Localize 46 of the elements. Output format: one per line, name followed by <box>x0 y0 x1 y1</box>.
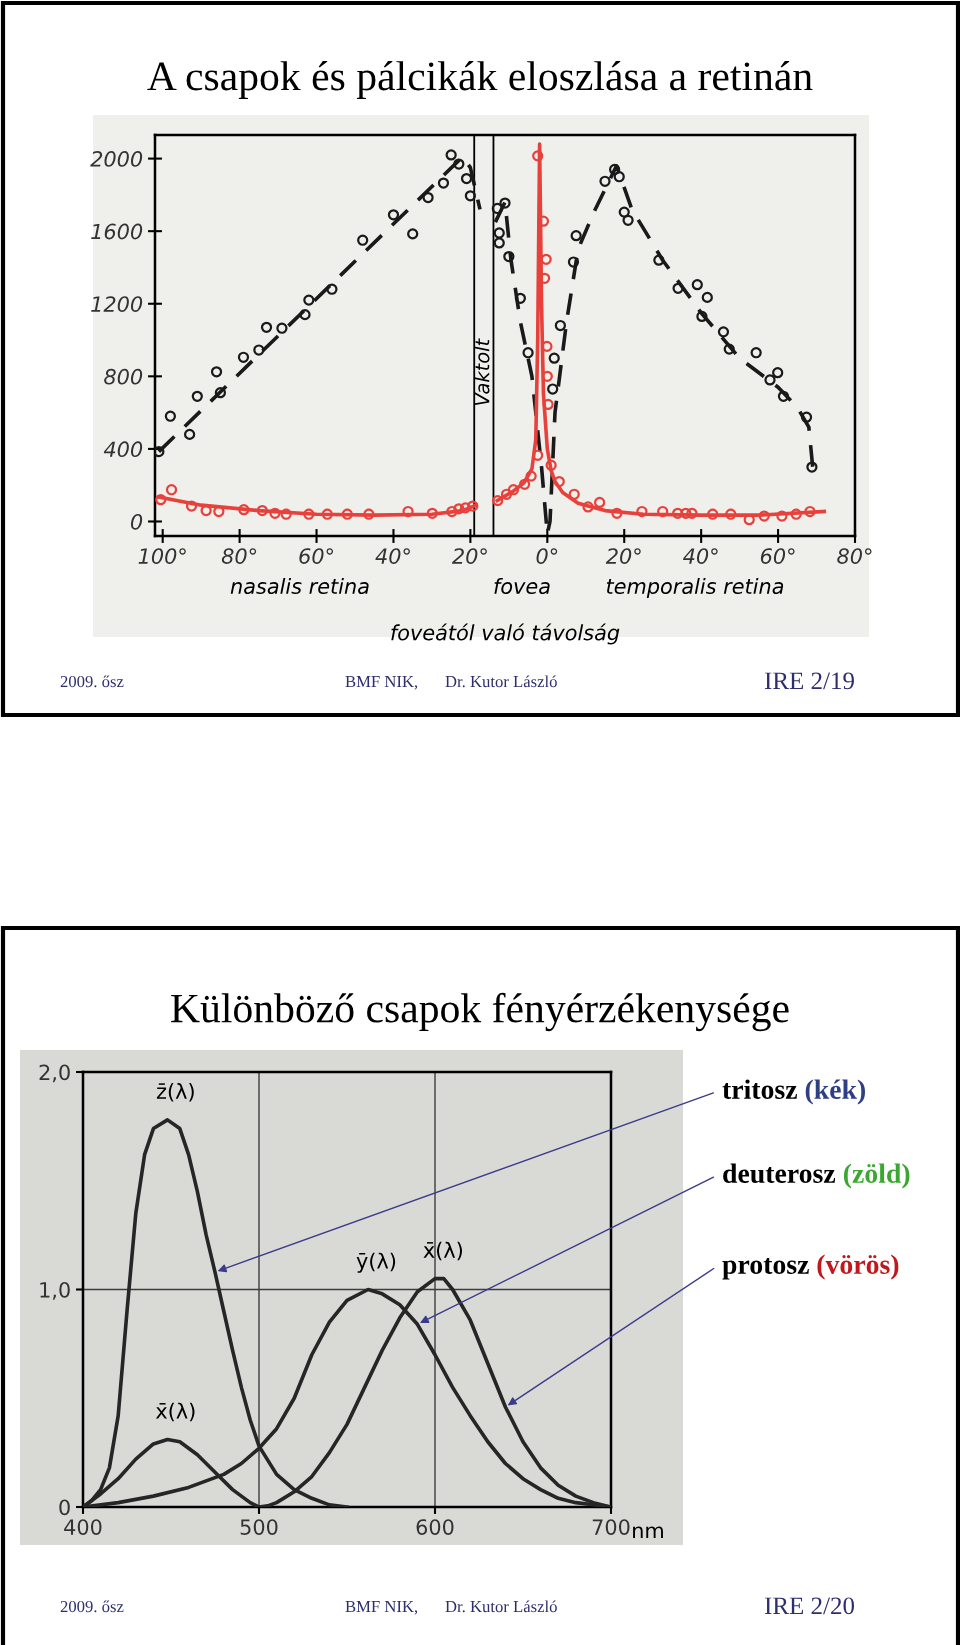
text: nasalis retina <box>230 577 369 595</box>
text: temporalis retina <box>606 577 784 599</box>
x-tick-label: 100° <box>138 548 186 564</box>
series-label: ȳ(λ) <box>356 1252 396 1273</box>
band-label: Vaktolt <box>474 338 490 406</box>
text: fovea <box>494 577 550 595</box>
x-tick-label: 80° <box>837 548 872 564</box>
y-tick-label: 2,0 <box>39 1064 70 1083</box>
x-tick-label: 400 <box>64 1519 102 1535</box>
text: IRE 2/19 <box>764 672 854 690</box>
x-tick-label: 600 <box>416 1519 454 1535</box>
annotation: deuterosz (zöld) <box>723 1163 910 1189</box>
x-tick-label: 60° <box>299 548 334 564</box>
x-tick-label: 500 <box>240 1519 278 1535</box>
chart-title: A csapok és pálcikák eloszlása a retinán <box>147 61 813 99</box>
y-tick-label: 0 <box>59 1499 70 1516</box>
x-tick-label: 80° <box>221 548 257 564</box>
x-tick-label: 20° <box>452 548 487 564</box>
x-tick-label: 40° <box>375 548 410 564</box>
x-axis-title: foveától való távolság <box>391 623 620 645</box>
y-tick-label: 0 <box>130 513 143 530</box>
text: IRE 2/20 <box>764 1597 855 1615</box>
text: 2009. ősz <box>60 675 124 688</box>
x-tick-label: 700 <box>592 1519 630 1535</box>
text: BMF NIK, <box>345 1601 418 1615</box>
series-label: z̄(λ) <box>156 1083 194 1102</box>
x-tick-label: 60° <box>760 548 795 564</box>
annotation: protosz (vörös) <box>722 1254 899 1280</box>
y-tick-label: 800 <box>104 368 143 385</box>
x-tick-label: 0° <box>536 548 558 564</box>
x-axis-title: nm <box>633 1526 663 1539</box>
text: 2009. ősz <box>60 1600 124 1613</box>
y-tick-label: 1600 <box>91 223 143 240</box>
text: Dr. Kutor László <box>445 675 557 688</box>
series-label: x̄(λ) <box>423 1241 462 1261</box>
chart-title: Különböző csapok fényérzékenysége <box>171 992 789 1032</box>
annotation: tritosz (kék) <box>722 1079 866 1105</box>
x-tick-label: 20° <box>605 548 641 564</box>
y-tick-label: 1,0 <box>40 1281 70 1300</box>
y-tick-label: 400 <box>103 441 143 458</box>
x-tick-label: 40° <box>683 548 718 564</box>
text: Dr. Kutor László <box>445 1600 557 1613</box>
text: BMF NIK, <box>345 676 418 690</box>
y-tick-label: 1200 <box>91 296 143 312</box>
series-label: x̄(λ) <box>155 1402 195 1422</box>
y-tick-label: 2000 <box>90 151 143 167</box>
